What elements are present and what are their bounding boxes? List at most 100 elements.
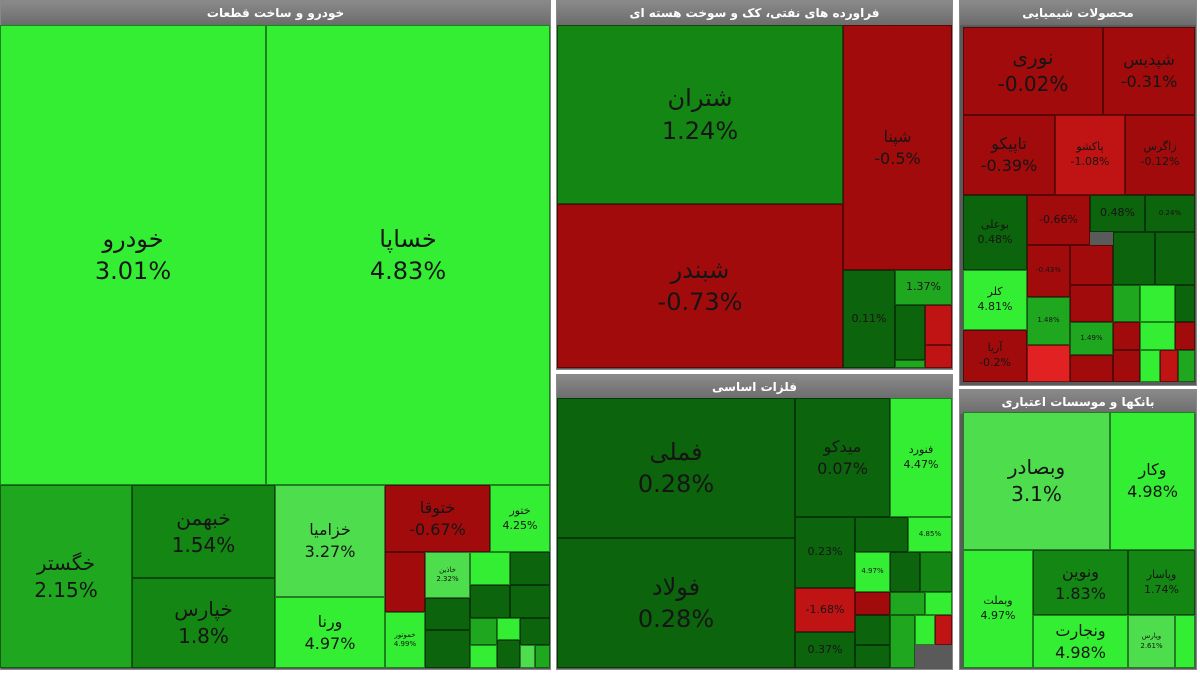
stock-tile[interactable]: ونجارت 4.98%	[1033, 615, 1128, 668]
stock-tile[interactable]: میدکو 0.07%	[795, 398, 890, 517]
stock-tile[interactable]	[510, 585, 550, 618]
stock-tile[interactable]: 1.49%	[1070, 322, 1113, 355]
stock-tile[interactable]: خاذین 2.32%	[425, 552, 470, 598]
stock-tile[interactable]	[1113, 285, 1140, 322]
stock-symbol: شبندر	[670, 255, 730, 284]
stock-tile[interactable]	[510, 552, 550, 585]
stock-tile[interactable]: خگستر 2.15%	[0, 485, 132, 668]
stock-tile[interactable]	[895, 360, 925, 368]
stock-tile[interactable]	[1070, 245, 1113, 285]
stock-tile[interactable]: 0.24%	[1145, 195, 1195, 232]
stock-tile[interactable]	[497, 618, 520, 640]
stock-tile[interactable]: بوعلی 0.48%	[963, 195, 1027, 270]
stock-symbol: ونجارت	[1055, 620, 1106, 640]
stock-tile[interactable]	[890, 552, 920, 592]
stock-tile[interactable]	[1175, 615, 1195, 668]
stock-tile[interactable]: وپارس 2.61%	[1128, 615, 1175, 668]
stock-tile[interactable]: -1.68%	[795, 588, 855, 632]
stock-tile[interactable]	[1070, 285, 1113, 322]
sector-title: فلزات اساسی	[557, 375, 952, 399]
stock-tile[interactable]	[520, 618, 550, 645]
stock-tile[interactable]: خزامیا 3.27%	[275, 485, 385, 597]
stock-tile[interactable]	[520, 645, 535, 668]
stock-tile[interactable]	[855, 592, 890, 615]
stock-tile[interactable]	[855, 645, 890, 668]
stock-tile[interactable]	[925, 345, 952, 368]
stock-tile[interactable]: فملی 0.28%	[557, 398, 795, 538]
stock-tile[interactable]	[1113, 232, 1155, 285]
stock-change: -0.66%	[1039, 212, 1078, 226]
stock-tile[interactable]: 1.37%	[895, 270, 952, 305]
stock-tile[interactable]	[1113, 322, 1140, 350]
stock-tile[interactable]: شپنا -0.5%	[843, 25, 952, 270]
stock-tile[interactable]	[1070, 355, 1113, 382]
stock-tile[interactable]	[1175, 322, 1195, 350]
stock-tile[interactable]	[1140, 285, 1175, 322]
stock-tile[interactable]: وبملت 4.97%	[963, 550, 1033, 668]
stock-tile[interactable]	[855, 517, 908, 552]
stock-tile[interactable]	[497, 640, 520, 668]
stock-tile[interactable]: 0.23%	[795, 517, 855, 588]
stock-tile[interactable]	[470, 618, 497, 645]
stock-tile[interactable]: 4.97%	[855, 552, 890, 592]
stock-tile[interactable]: فنورد 4.47%	[890, 398, 952, 517]
stock-tile[interactable]: شتران 1.24%	[557, 25, 843, 204]
stock-tile[interactable]	[1140, 322, 1175, 350]
stock-tile[interactable]	[385, 552, 425, 612]
stock-tile[interactable]	[1140, 350, 1160, 382]
stock-tile[interactable]	[425, 630, 470, 668]
stock-tile[interactable]: وکار 4.98%	[1110, 412, 1195, 550]
stock-tile[interactable]: وبصادر 3.1%	[963, 412, 1110, 550]
stock-symbol: شپنا	[883, 126, 912, 146]
stock-tile[interactable]	[890, 615, 915, 668]
stock-tile[interactable]: کلر 4.81%	[963, 270, 1027, 330]
stock-tile[interactable]: ختوقا -0.67%	[385, 485, 490, 552]
stock-symbol: خگستر	[36, 550, 96, 575]
stock-tile[interactable]: خپارس 1.8%	[132, 578, 275, 668]
stock-tile[interactable]: ختور 4.25%	[490, 485, 550, 552]
stock-tile[interactable]: خساپا 4.83%	[266, 25, 550, 485]
stock-tile[interactable]: آریا -0.2%	[963, 330, 1027, 382]
stock-tile[interactable]	[890, 592, 925, 615]
stock-tile[interactable]	[855, 615, 890, 645]
stock-tile[interactable]	[935, 615, 952, 645]
stock-tile[interactable]	[1178, 350, 1195, 382]
stock-tile[interactable]	[925, 592, 952, 615]
stock-tile[interactable]: -0.66%	[1027, 195, 1090, 245]
stock-tile[interactable]	[915, 615, 935, 645]
stock-symbol: فولاد	[651, 572, 701, 601]
stock-tile[interactable]: ونوین 1.83%	[1033, 550, 1128, 615]
stock-tile[interactable]: نوری -0.02%	[963, 27, 1103, 115]
stock-tile[interactable]: شپدیس -0.31%	[1103, 27, 1195, 115]
stock-tile[interactable]: وپاسار 1.74%	[1128, 550, 1195, 615]
stock-tile[interactable]	[425, 598, 470, 630]
stock-tile[interactable]: 0.37%	[795, 632, 855, 668]
stock-tile[interactable]	[1027, 345, 1070, 382]
stock-tile[interactable]: فولاد 0.28%	[557, 538, 795, 668]
stock-tile[interactable]	[1113, 350, 1140, 382]
stock-tile[interactable]	[1155, 232, 1195, 285]
stock-tile[interactable]	[1175, 285, 1195, 322]
stock-tile[interactable]: 0.11%	[843, 270, 895, 368]
stock-tile[interactable]: خودرو 3.01%	[0, 25, 266, 485]
stock-tile[interactable]: -0.43%	[1027, 245, 1070, 297]
stock-tile[interactable]	[925, 305, 952, 345]
stock-tile[interactable]	[535, 645, 550, 668]
stock-tile[interactable]: تاپیکو -0.39%	[963, 115, 1055, 195]
stock-tile[interactable]: شبندر -0.73%	[557, 204, 843, 368]
stock-tile[interactable]	[1160, 350, 1178, 382]
stock-tile[interactable]	[895, 305, 925, 360]
stock-tile[interactable]: 0.48%	[1090, 195, 1145, 232]
stock-tile[interactable]: 1.48%	[1027, 297, 1070, 345]
stock-tile[interactable]	[920, 552, 952, 592]
stock-tile[interactable]: ورنا 4.97%	[275, 597, 385, 668]
stock-tile[interactable]	[470, 585, 510, 618]
stock-tile[interactable]: زاگرس -0.12%	[1125, 115, 1195, 195]
stock-tile[interactable]	[470, 645, 497, 668]
stock-tile[interactable]: خبهمن 1.54%	[132, 485, 275, 578]
stock-tile[interactable]: 4.85%	[908, 517, 952, 552]
stock-tile[interactable]: خموتور 4.99%	[385, 612, 425, 668]
stock-tile[interactable]	[470, 552, 510, 585]
stock-change: 1.74%	[1144, 582, 1179, 596]
stock-tile[interactable]: پاکشو -1.08%	[1055, 115, 1125, 195]
